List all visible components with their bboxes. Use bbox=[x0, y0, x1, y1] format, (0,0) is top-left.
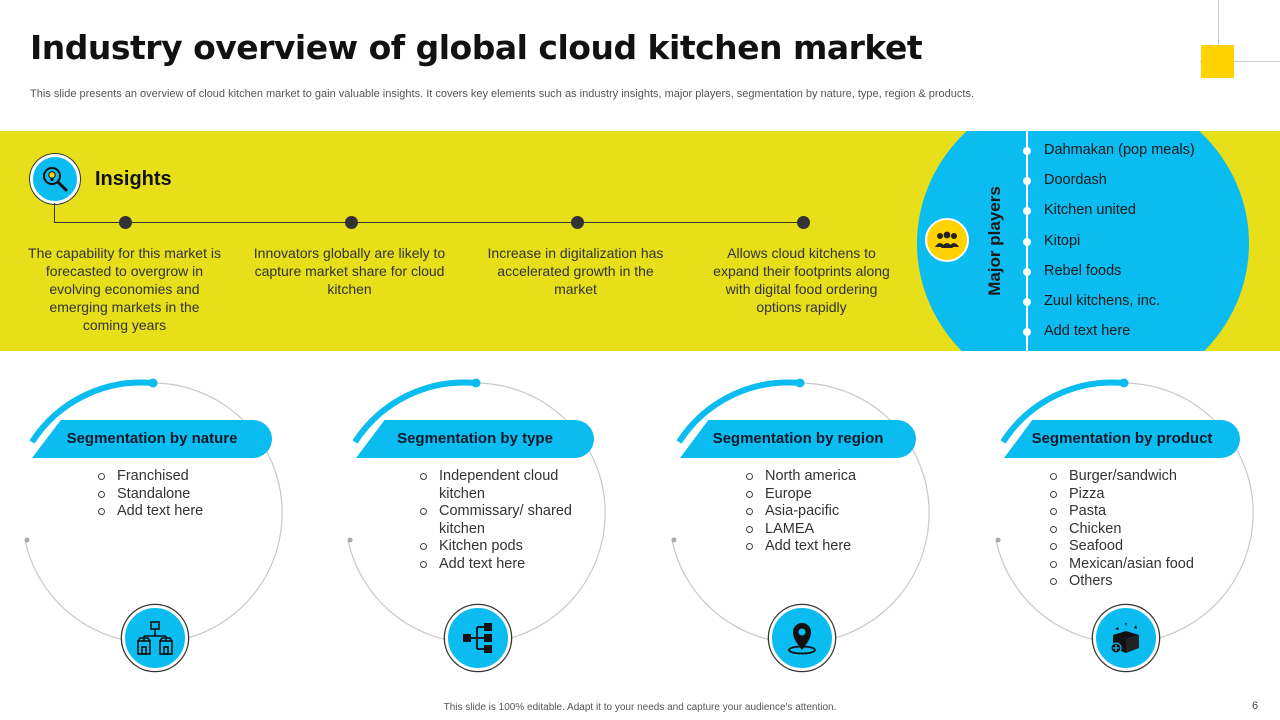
segment-title-nature: Segmentation by nature bbox=[32, 420, 272, 458]
insight-text: Innovators globally are likely to captur… bbox=[253, 245, 446, 297]
slide-subtitle: This slide presents an overview of cloud… bbox=[30, 88, 975, 100]
decor-square bbox=[1201, 45, 1234, 78]
player-bullet bbox=[1023, 147, 1031, 155]
decor-line-vertical bbox=[1218, 0, 1219, 62]
list-item: Burger/sandwich bbox=[1050, 468, 1230, 486]
timeline-dot bbox=[571, 216, 584, 229]
major-players-title: Major players bbox=[985, 186, 1004, 296]
decor-line-horizontal bbox=[1200, 61, 1280, 62]
segment-title-region: Segmentation by region bbox=[680, 420, 916, 458]
segment-list-product: Burger/sandwich Pizza Pasta Chicken Seaf… bbox=[1050, 468, 1230, 591]
player-item: Kitopi bbox=[1044, 233, 1081, 249]
player-bullet bbox=[1023, 298, 1031, 306]
list-item: Kitchen pods bbox=[420, 538, 580, 556]
player-item: Dahmakan (pop meals) bbox=[1044, 142, 1195, 158]
list-item: Pasta bbox=[1050, 503, 1230, 521]
list-item: Others bbox=[1050, 573, 1230, 591]
list-item: Pizza bbox=[1050, 486, 1230, 504]
list-item: Add text here bbox=[420, 556, 580, 574]
insight-text: Increase in digitalization has accelerat… bbox=[487, 245, 664, 297]
segment-title-type: Segmentation by type bbox=[356, 420, 594, 458]
insight-text: The capability for this market is foreca… bbox=[28, 245, 221, 333]
list-item: Franchised bbox=[98, 468, 268, 486]
major-players-panel bbox=[917, 131, 1249, 351]
slide-footer: This slide is 100% editable. Adapt it to… bbox=[443, 702, 837, 713]
timeline-dot bbox=[119, 216, 132, 229]
list-item: Mexican/asian food bbox=[1050, 556, 1230, 574]
player-bullet bbox=[1023, 268, 1031, 276]
player-bullet bbox=[1023, 238, 1031, 246]
segment-list-type: Independent cloud kitchen Commissary/ sh… bbox=[420, 468, 580, 573]
slide-title: Industry overview of global cloud kitche… bbox=[30, 28, 923, 67]
list-item: Add text here bbox=[98, 503, 268, 521]
list-item: Asia-pacific bbox=[746, 503, 896, 521]
insight-text: Allows cloud kitchens to expand their fo… bbox=[713, 245, 890, 315]
player-bullet bbox=[1023, 177, 1031, 185]
page-number: 6 bbox=[1252, 700, 1259, 712]
segment-list-region: North america Europe Asia-pacific LAMEA … bbox=[746, 468, 896, 556]
list-item: Add text here bbox=[746, 538, 896, 556]
insights-title: Insights bbox=[95, 168, 172, 190]
segment-title-product: Segmentation by product bbox=[1004, 420, 1240, 458]
player-item: Zuul kitchens, inc. bbox=[1044, 293, 1161, 309]
player-item: Rebel foods bbox=[1044, 263, 1122, 279]
location-pin-icon bbox=[769, 605, 835, 671]
player-item: Add text here bbox=[1044, 323, 1131, 339]
timeline-dot bbox=[797, 216, 810, 229]
player-item: Doordash bbox=[1044, 172, 1107, 188]
lightbulb-magnifier-icon bbox=[30, 154, 80, 204]
list-item: North america bbox=[746, 468, 896, 486]
segment-rings bbox=[24, 378, 1254, 644]
segment-list-nature: Franchised Standalone Add text here bbox=[98, 468, 268, 521]
timeline-line bbox=[54, 222, 804, 223]
player-item: Kitchen united bbox=[1044, 202, 1136, 218]
list-item: Independent cloud kitchen bbox=[420, 468, 580, 503]
product-box-icon bbox=[1093, 605, 1159, 671]
insights-band: Insights The capability for this market … bbox=[0, 131, 1280, 351]
list-item: Seafood bbox=[1050, 538, 1230, 556]
list-item: Commissary/ shared kitchen bbox=[420, 503, 580, 538]
list-item: Standalone bbox=[98, 486, 268, 504]
timeline-stem bbox=[54, 203, 55, 223]
list-item: Chicken bbox=[1050, 521, 1230, 539]
team-icon bbox=[925, 218, 969, 262]
list-item: LAMEA bbox=[746, 521, 896, 539]
list-item: Europe bbox=[746, 486, 896, 504]
timeline-dot bbox=[345, 216, 358, 229]
store-network-icon bbox=[122, 605, 188, 671]
player-bullet bbox=[1023, 207, 1031, 215]
player-bullet bbox=[1023, 328, 1031, 336]
hierarchy-icon bbox=[445, 605, 511, 671]
